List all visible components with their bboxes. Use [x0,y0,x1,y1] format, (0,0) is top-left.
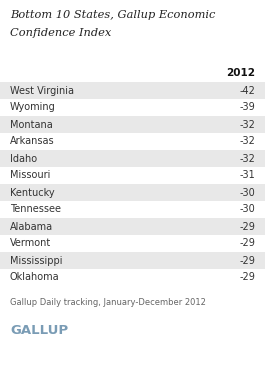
Text: -30: -30 [239,188,255,198]
Text: Mississippi: Mississippi [10,255,63,266]
Text: -32: -32 [239,136,255,147]
Bar [0,252,265,269]
Text: Kentucky: Kentucky [10,188,55,198]
Text: -29: -29 [239,255,255,266]
Bar [0,133,265,150]
Text: -29: -29 [239,238,255,249]
Text: West Virginia: West Virginia [10,86,74,96]
Text: Tennessee: Tennessee [10,204,61,214]
Text: 2012: 2012 [226,68,255,78]
Text: -42: -42 [239,86,255,96]
Bar [0,167,265,184]
Bar [0,201,265,218]
Bar [0,269,265,286]
Text: -32: -32 [239,120,255,129]
Text: Montana: Montana [10,120,53,129]
Text: Missouri: Missouri [10,171,50,180]
Bar [0,218,265,235]
Text: Gallup Daily tracking, January-December 2012: Gallup Daily tracking, January-December … [10,298,206,307]
Bar [0,82,265,99]
Text: Oklahoma: Oklahoma [10,273,60,282]
Text: Alabama: Alabama [10,222,53,231]
Text: -29: -29 [239,273,255,282]
Text: -30: -30 [239,204,255,214]
Text: GALLUP: GALLUP [10,324,68,337]
Text: -31: -31 [239,171,255,180]
Bar [0,99,265,116]
Bar [0,235,265,252]
Text: -29: -29 [239,222,255,231]
Text: -39: -39 [239,102,255,112]
Text: Bottom 10 States, Gallup Economic: Bottom 10 States, Gallup Economic [10,10,215,20]
Bar [0,116,265,133]
Text: Confidence Index: Confidence Index [10,28,111,38]
Text: Vermont: Vermont [10,238,51,249]
Text: Arkansas: Arkansas [10,136,55,147]
Text: Idaho: Idaho [10,153,37,164]
Text: Wyoming: Wyoming [10,102,56,112]
Bar [0,184,265,201]
Text: -32: -32 [239,153,255,164]
Bar [0,150,265,167]
